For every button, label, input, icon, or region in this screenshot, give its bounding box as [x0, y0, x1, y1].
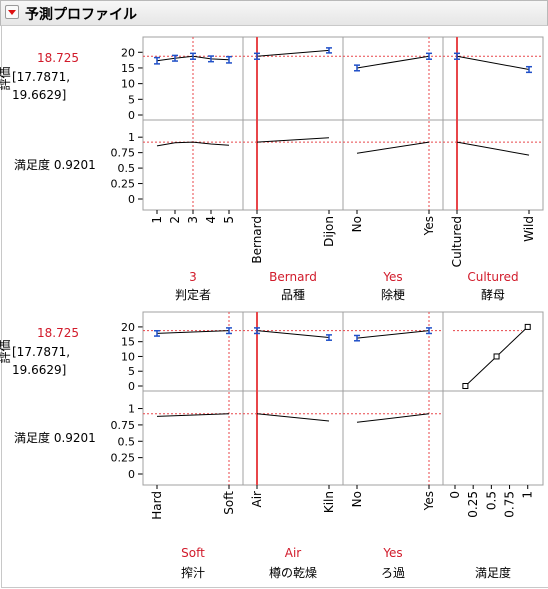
desirability-y-tick-label: 0.25 [111, 178, 136, 191]
desirability-panel [142, 390, 244, 486]
rating-ci-high: 19.6629] [12, 88, 66, 102]
factor-category-label: Yes [422, 216, 436, 236]
factor-current-value: Yes [382, 270, 402, 284]
desirability-x-tick-label: 0.5 [484, 491, 498, 510]
rating-y-tick-label: 20 [121, 321, 135, 334]
rating-ci-high: 19.6629] [12, 363, 66, 377]
desirability-trace [356, 413, 430, 423]
rating-y-tick-label: 0 [128, 109, 135, 122]
desirability-panel [442, 119, 544, 211]
desirability-x-tick-label: 0.25 [466, 491, 480, 518]
desirability-fn-name: 満足度 [475, 565, 511, 580]
rating-ci-low: [17.7871, [12, 345, 70, 359]
desirability-trace [256, 413, 330, 422]
desirability-value-label: 満足度 0.9201 [14, 157, 96, 172]
desirability-fn-handle [524, 323, 531, 330]
factor-current-value: 3 [189, 270, 197, 284]
rating-current-value: 18.725 [37, 326, 79, 340]
factor-category-label: Cultured [450, 216, 464, 267]
profiler-frame [1, 25, 548, 588]
rating-trace [356, 330, 430, 339]
factor-category-label: 3 [186, 216, 200, 224]
desirability-y-tick-label: 0.5 [118, 435, 136, 448]
desirability-trace [156, 413, 230, 417]
rating-axis-name: 評価 [0, 66, 12, 90]
factor-category-label: Dijon [322, 216, 336, 247]
factor-name: 搾汁 [181, 565, 205, 580]
desirability-value-label: 満足度 0.9201 [14, 430, 96, 445]
factor-category-label: Yes [422, 491, 436, 511]
factor-name: 除梗 [381, 287, 405, 302]
desirability-trace [456, 141, 530, 156]
rating-y-tick-label: 10 [121, 350, 135, 363]
rating-trace [356, 55, 430, 69]
desirability-trace [256, 137, 330, 143]
desirability-x-tick-label: 0 [448, 491, 462, 499]
factor-category-label: Kiln [322, 491, 336, 513]
desirability-y-tick-label: 0.25 [111, 452, 136, 465]
factor-category-label: 4 [204, 216, 218, 224]
disclosure-toggle-icon[interactable] [5, 5, 19, 19]
rating-trace [156, 330, 230, 334]
desirability-fn-handle [493, 353, 500, 360]
desirability-fn-handle [462, 383, 469, 389]
desirability-trace [356, 141, 430, 154]
factor-current-value: Soft [181, 546, 205, 560]
rating-y-tick-label: 10 [121, 78, 135, 91]
rating-y-tick-label: 15 [121, 336, 135, 349]
rating-y-tick-label: 15 [121, 62, 135, 75]
desirability-y-tick-label: 1 [128, 131, 135, 144]
rating-axis-name: 評価 [0, 339, 12, 363]
factor-current-value: Bernard [269, 270, 317, 284]
rating-y-tick-label: 20 [121, 46, 135, 59]
desirability-y-tick-label: 0 [128, 193, 135, 206]
factor-name: 酵母 [481, 288, 505, 302]
rating-ci-low: [17.7871, [12, 70, 70, 84]
desirability-x-tick-label: 1 [521, 491, 535, 499]
desirability-y-tick-label: 0.75 [111, 147, 136, 160]
rating-y-tick-label: 5 [128, 365, 135, 378]
factor-current-value: Air [285, 546, 302, 560]
factor-current-value: Yes [382, 546, 402, 560]
factor-category-label: Hard [150, 491, 164, 520]
desirability-y-tick-label: 0 [128, 468, 135, 481]
rating-y-tick-label: 0 [128, 380, 135, 393]
factor-name: ろ過 [381, 566, 405, 580]
rating-trace [456, 55, 530, 71]
factor-name: 品種 [281, 288, 305, 302]
rating-panel [142, 311, 244, 392]
factor-name: 樽の乾燥 [269, 565, 317, 580]
rating-trace [256, 330, 330, 339]
desirability-panel [342, 119, 444, 211]
desirability-y-tick-label: 1 [128, 403, 135, 416]
factor-category-label: Soft [222, 491, 236, 515]
profiler-header: 予測プロファイル [0, 0, 548, 26]
empty-panel [442, 390, 544, 486]
factor-category-label: Wild [522, 216, 536, 242]
desirability-trace [156, 141, 230, 147]
rating-current-value: 18.725 [37, 51, 79, 65]
desirability-x-tick-label: 0.75 [503, 491, 517, 518]
factor-category-label: No [350, 216, 364, 232]
rating-trace [256, 49, 330, 57]
rating-y-tick-label: 5 [128, 93, 135, 106]
factor-category-label: Air [250, 491, 264, 508]
desirability-panel [342, 390, 444, 486]
factor-category-label: 5 [222, 216, 236, 224]
factor-current-value: Cultured [467, 270, 518, 284]
factor-category-label: 2 [168, 216, 182, 224]
rating-panel [342, 36, 444, 121]
factor-category-label: 1 [150, 216, 164, 224]
factor-category-label: No [350, 491, 364, 507]
profiler-title: 予測プロファイル [25, 7, 137, 23]
rating-panel [342, 311, 444, 392]
desirability-y-tick-label: 0.75 [111, 419, 136, 432]
factor-category-label: Bernard [250, 216, 264, 264]
desirability-y-tick-label: 0.5 [118, 162, 136, 175]
rating-panel [442, 311, 544, 392]
factor-name: 判定者 [175, 287, 211, 302]
